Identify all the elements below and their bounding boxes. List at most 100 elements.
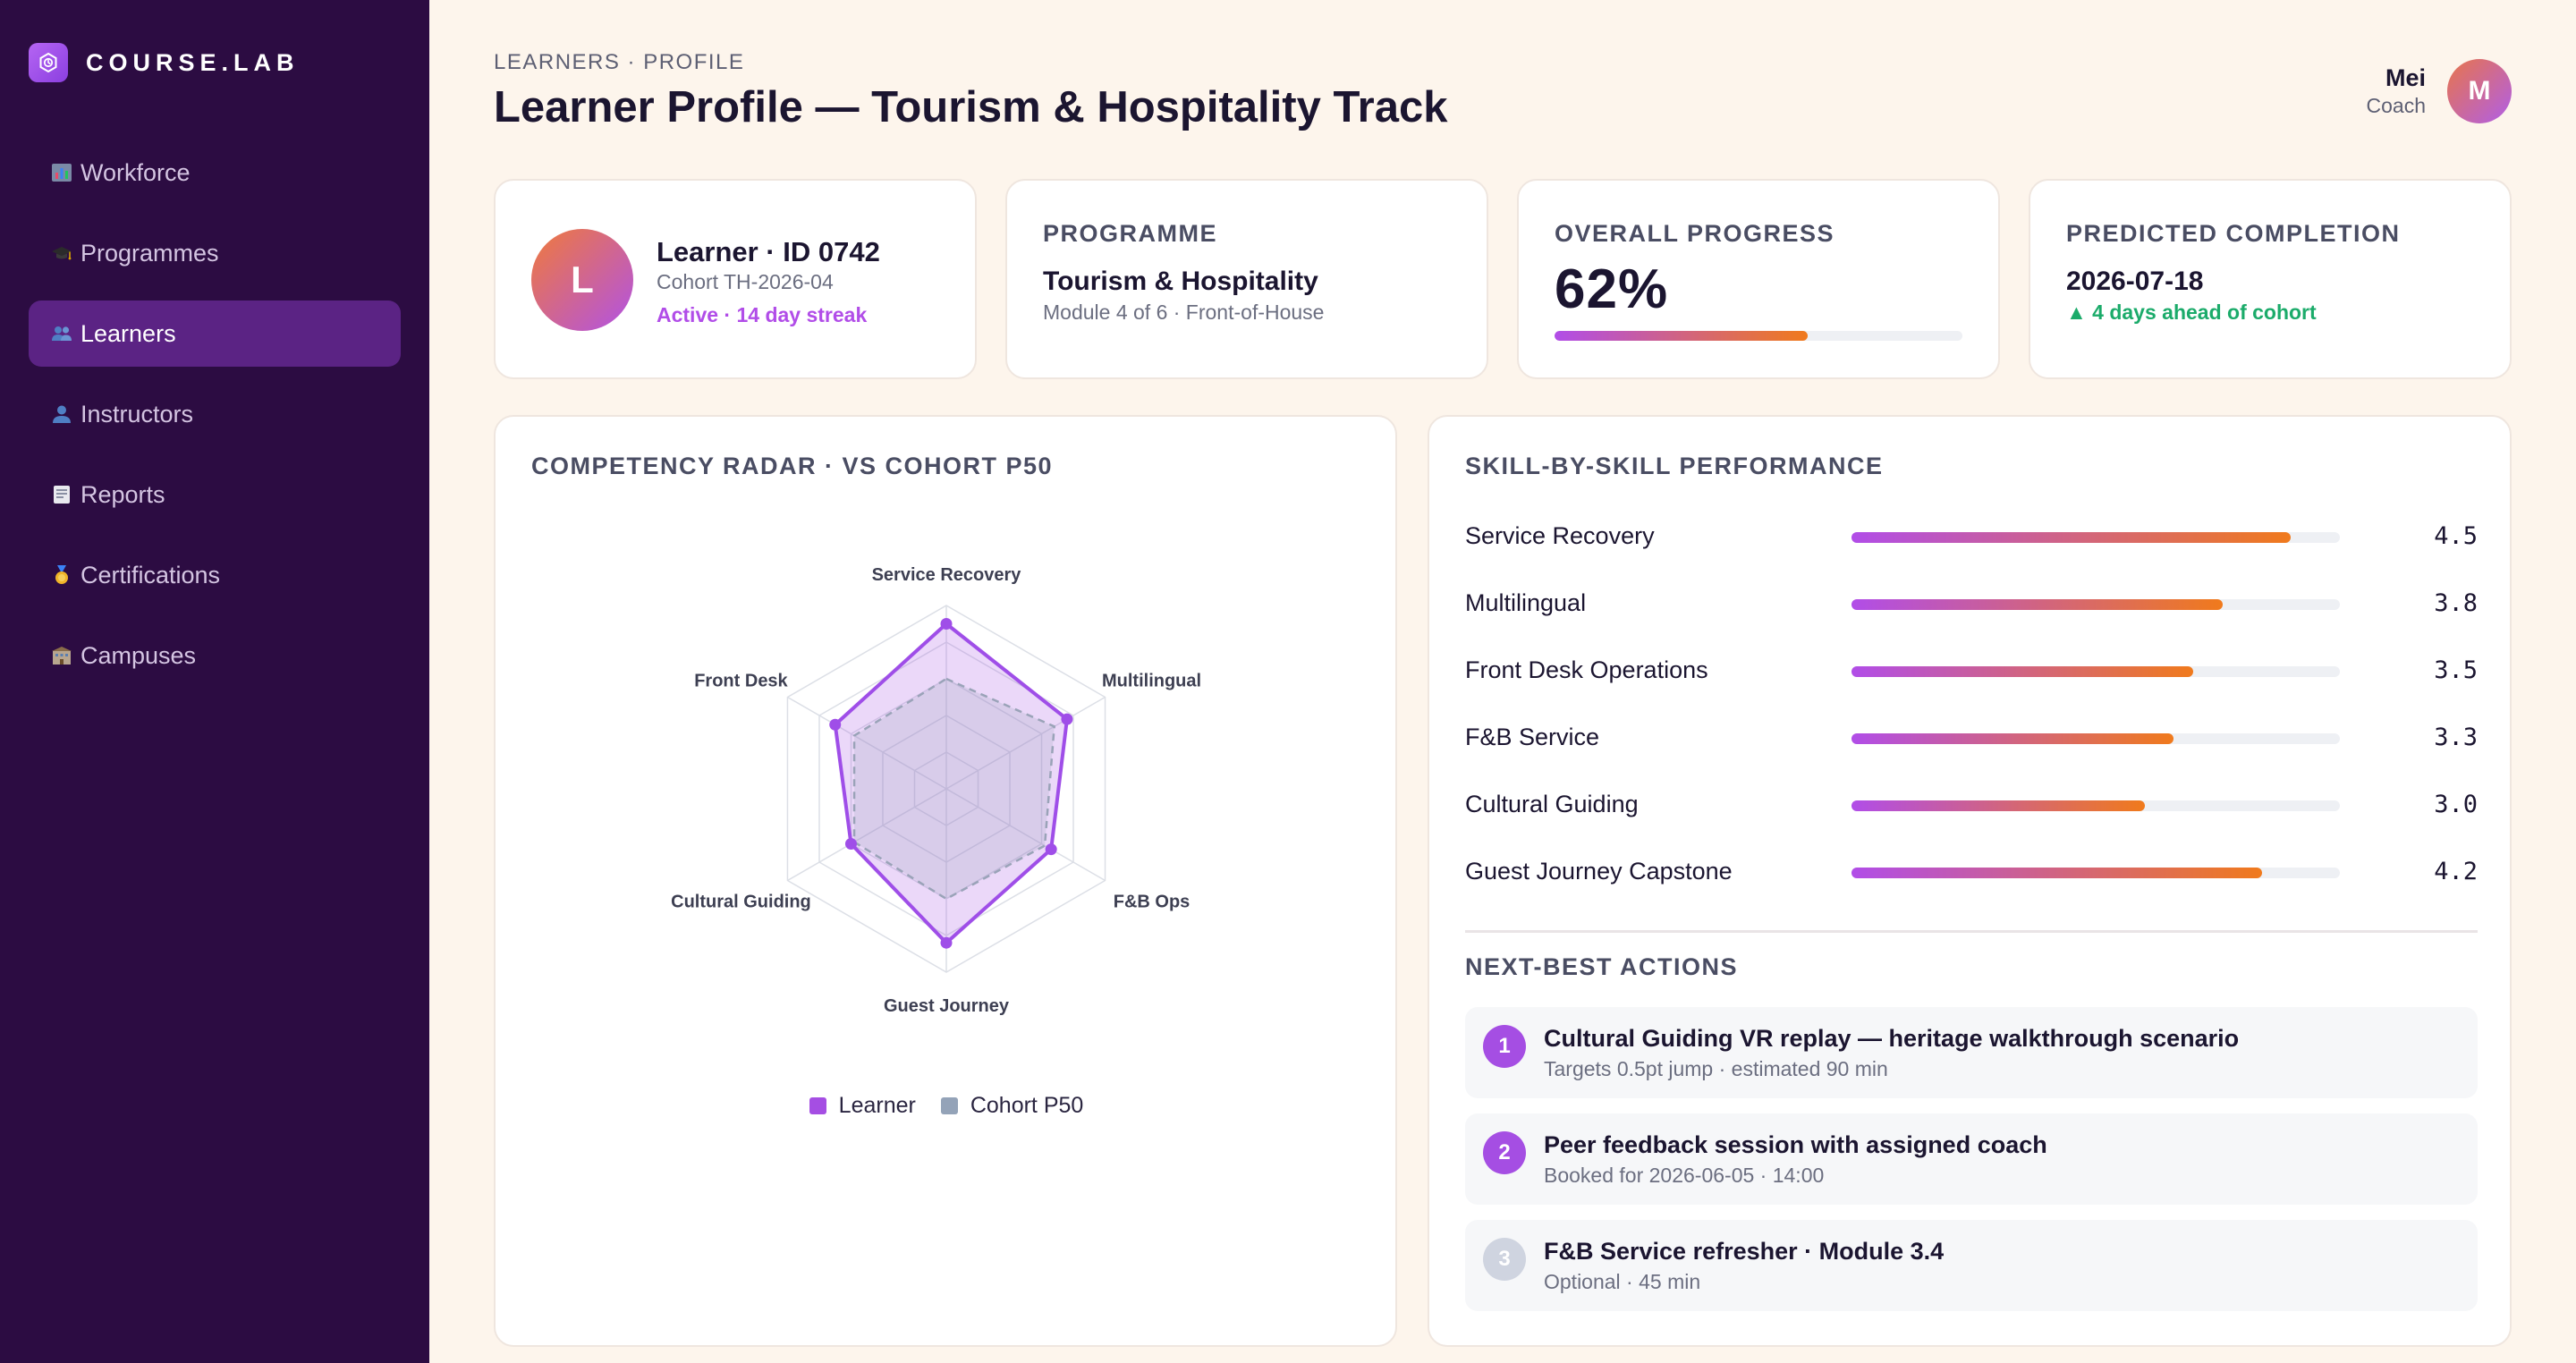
skill-row: Cultural Guiding 3.0: [1465, 785, 2478, 821]
action-item[interactable]: 1 Cultural Guiding VR replay — heritage …: [1465, 1007, 2478, 1098]
divider: [1465, 930, 2478, 933]
radar-spoke: [787, 788, 947, 882]
radar-spoke: [787, 696, 947, 790]
legend-cohort: Cohort P50: [940, 1093, 1084, 1119]
skill-name: Cultural Guiding: [1465, 791, 1639, 817]
radar-point-learner: [1045, 843, 1057, 856]
radar-point-learner: [1061, 713, 1073, 725]
radar-title: COMPETENCY RADAR · VS COHORT P50: [531, 453, 1054, 479]
sidebar-item-certifications[interactable]: Certifications: [29, 542, 401, 608]
brand[interactable]: COURSE.LAB: [29, 43, 300, 82]
skill-name: Service Recovery: [1465, 522, 1655, 549]
action-item[interactable]: 2 Peer feedback session with assigned co…: [1465, 1113, 2478, 1205]
skills-title: SKILL-BY-SKILL PERFORMANCE: [1465, 453, 1884, 479]
radar-legend: Learner Cohort P50: [496, 1093, 1397, 1119]
page-title: Learner Profile — Tourism & Hospitality …: [494, 83, 1448, 131]
skill-name: Guest Journey Capstone: [1465, 858, 1733, 885]
skill-score: 3.5: [2434, 656, 2478, 684]
skill-name: F&B Service: [1465, 724, 1600, 750]
skill-score: 3.3: [2434, 724, 2478, 751]
learner-info: Learner · ID 0742 Cohort TH-2026-04 Acti…: [657, 236, 880, 327]
legend-label: Learner: [838, 1093, 916, 1118]
sidebar-item-label: Certifications: [80, 561, 221, 588]
completion-label: PREDICTED COMPLETION: [2066, 220, 2401, 247]
user-text: Mei Coach: [2367, 64, 2426, 118]
radar-axis-label: F&B Ops: [1114, 893, 1191, 912]
people-icon: [50, 322, 73, 345]
legend-swatch-learner: [809, 1097, 826, 1114]
skill-track: [1852, 599, 2340, 610]
radar-axis-label: Cultural Guiding: [671, 893, 811, 912]
programme-name: Tourism & Hospitality: [1043, 267, 1318, 296]
radar-point-learner: [829, 718, 842, 731]
action-number: 2: [1483, 1131, 1526, 1174]
skill-track: [1852, 733, 2340, 744]
progress-bar-fill: [1555, 331, 1808, 341]
learner-cohort: Cohort TH-2026-04: [657, 270, 834, 293]
learner-status: Active · 14 day streak: [657, 303, 868, 326]
sidebar-item-label: Instructors: [80, 400, 194, 428]
user-menu[interactable]: Mei Coach M: [2367, 59, 2512, 123]
skill-score: 3.8: [2434, 589, 2478, 617]
sidebar-nav: Workforce Programmes Learners Instructor…: [29, 140, 401, 703]
brand-logo-icon: [29, 43, 68, 82]
sidebar-item-workforce[interactable]: Workforce: [29, 140, 401, 206]
skill-fill: [1852, 666, 2194, 677]
skill-fill: [1852, 532, 2292, 543]
skill-track: [1852, 532, 2340, 543]
skill-fill: [1852, 733, 2174, 744]
programme-card: PROGRAMME Tourism & Hospitality Module 4…: [1005, 179, 1488, 379]
completion-card: PREDICTED COMPLETION 2026-07-18 ▲ 4 days…: [2029, 179, 2512, 379]
skill-track: [1852, 868, 2340, 878]
sidebar-item-programmes[interactable]: Programmes: [29, 220, 401, 286]
radar-spoke: [945, 696, 1106, 790]
action-subtitle: Targets 0.5pt jump · estimated 90 min: [1544, 1057, 1888, 1080]
radar-chart: Service Recovery Multilingual F&B Ops Guest…: [671, 565, 1201, 1016]
skill-fill: [1852, 800, 2145, 811]
radar-axis-label: Front Desk: [694, 672, 788, 691]
sidebar-item-label: Reports: [80, 480, 165, 508]
skill-name: Multilingual: [1465, 589, 1587, 616]
sidebar-item-label: Programmes: [80, 239, 219, 267]
radar-axis-label: Multilingual: [1102, 672, 1201, 691]
action-subtitle: Booked for 2026-06-05 · 14:00: [1544, 1164, 1825, 1187]
skill-row: Guest Journey Capstone 4.2: [1465, 852, 2478, 888]
user-role: Coach: [2366, 94, 2426, 117]
skill-score: 4.5: [2434, 522, 2478, 550]
skill-track: [1852, 800, 2340, 811]
action-number: 1: [1483, 1025, 1526, 1068]
brand-name: COURSE.LAB: [86, 48, 300, 76]
document-icon: [50, 483, 73, 506]
building-icon: [50, 644, 73, 667]
radar-axis-label: Service Recovery: [872, 565, 1022, 585]
progress-value: 62%: [1555, 258, 1669, 320]
learner-name: Learner · ID 0742: [657, 236, 880, 267]
skill-score: 4.2: [2434, 858, 2478, 885]
programme-detail: Module 4 of 6 · Front-of-House: [1043, 301, 1325, 324]
skill-fill: [1852, 868, 2262, 878]
sidebar-item-label: Campuses: [80, 641, 197, 669]
action-item[interactable]: 3 F&B Service refresher · Module 3.4 Opt…: [1465, 1220, 2478, 1311]
action-title: Peer feedback session with assigned coac…: [1544, 1131, 2047, 1158]
person-icon: [50, 402, 73, 426]
sidebar-item-learners[interactable]: Learners: [29, 301, 401, 367]
radar-series-cohort: [852, 677, 1056, 901]
avatar[interactable]: M: [2447, 59, 2512, 123]
progress-label: OVERALL PROGRESS: [1555, 220, 1835, 247]
programme-label: PROGRAMME: [1043, 220, 1217, 247]
radar-point-learner: [940, 936, 953, 949]
learner-avatar: L: [531, 229, 633, 331]
completion-delta: ▲ 4 days ahead of cohort: [2066, 301, 2317, 324]
radar-card: COMPETENCY RADAR · VS COHORT P50 Service…: [494, 415, 1397, 1347]
learner-card: L Learner · ID 0742 Cohort TH-2026-04 Ac…: [494, 179, 977, 379]
sidebar-item-instructors[interactable]: Instructors: [29, 381, 401, 447]
progress-bar: [1555, 331, 1962, 341]
legend-label: Cohort P50: [970, 1093, 1084, 1118]
skills-card: SKILL-BY-SKILL PERFORMANCE Service Recov…: [1428, 415, 2512, 1347]
sidebar-item-label: Learners: [80, 319, 176, 347]
sidebar-item-campuses[interactable]: Campuses: [29, 622, 401, 689]
skill-track: [1852, 666, 2340, 677]
sidebar-item-reports[interactable]: Reports: [29, 461, 401, 528]
skill-name: Front Desk Operations: [1465, 656, 1708, 683]
actions-title: NEXT-BEST ACTIONS: [1465, 953, 1739, 980]
